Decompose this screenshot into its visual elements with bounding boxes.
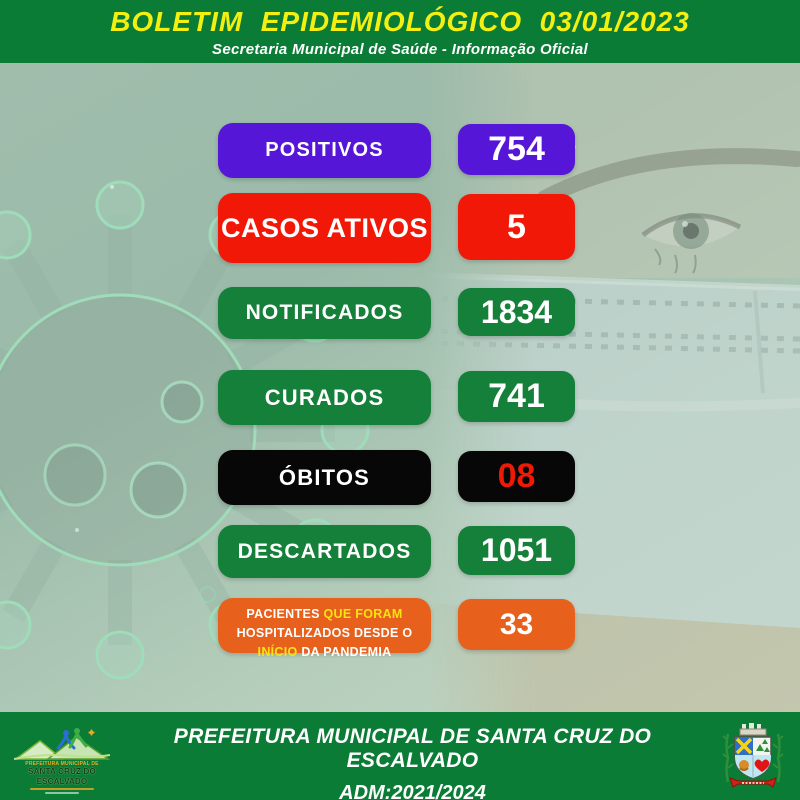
footer-bar: PREFEITURA MUNICIPAL DE SANTA CRUZ DO ES… xyxy=(0,712,800,800)
main-area: POSITIVOS 754 CASOS ATIVOS 5 NOTIFICADOS 1834… xyxy=(0,63,800,712)
stat-label-obitos: ÓBITOS xyxy=(218,450,431,505)
stat-label-text: DESCARTADOS xyxy=(237,539,412,563)
seal-motto-line xyxy=(30,788,94,791)
stat-value-hospitalizados: 33 xyxy=(458,599,575,650)
stat-value-positivos: 754 xyxy=(458,124,575,175)
stat-row-descartados: DESCARTADOS 1051 xyxy=(218,525,575,578)
stat-value-obitos: 08 xyxy=(458,451,575,502)
stat-value-notificados: 1834 xyxy=(458,288,575,336)
bulletin-subtitle: Secretaria Municipal de Saúde - Informaç… xyxy=(212,40,588,58)
stat-row-hospitalizados: PACIENTES QUE FORAM HOSPITALIZADOS DESDE… xyxy=(218,598,575,659)
stat-row-notificados: NOTIFICADOS 1834 xyxy=(218,287,575,339)
stat-row-positivos: POSITIVOS 754 xyxy=(218,123,575,178)
stat-label-text: CASOS ATIVOS xyxy=(220,212,429,243)
stat-value-descartados: 1051 xyxy=(458,526,575,575)
footer-text: PREFEITURA MUNICIPAL DE SANTA CRUZ DO ES… xyxy=(120,725,705,800)
stat-label-positivos: POSITIVOS xyxy=(218,123,431,178)
stat-label-text: INÍCIO xyxy=(257,644,298,659)
header-bar: BOLETIM EPIDEMIOLÓGICO 03/01/2023 Secret… xyxy=(0,0,800,63)
stat-label-curados: CURADOS xyxy=(218,370,431,425)
coat-of-arms-icon xyxy=(722,723,784,788)
footer-line2: ADM:2021/2024 xyxy=(339,782,486,800)
seal-top-line: PREFEITURA MUNICIPAL DE xyxy=(25,761,99,767)
speck xyxy=(75,528,79,532)
footer-line1: PREFEITURA MUNICIPAL DE SANTA CRUZ DO ES… xyxy=(173,725,652,772)
stat-label-descartados: DESCARTADOS xyxy=(218,525,431,578)
stat-label-text: PACIENTES xyxy=(246,607,324,621)
speck xyxy=(110,185,114,189)
stat-label-text: DA PANDEMIA xyxy=(297,644,392,659)
stat-label-text: ÓBITOS xyxy=(278,464,371,490)
stat-label-text: CURADOS xyxy=(264,384,385,410)
stat-row-curados: CURADOS 741 xyxy=(218,370,575,425)
seal-name: SANTA CRUZ DO ESCALVADO xyxy=(28,767,96,786)
stats-list: POSITIVOS 754 CASOS ATIVOS 5 NOTIFICADOS 1834… xyxy=(0,63,800,712)
stat-label-notificados: NOTIFICADOS xyxy=(218,287,431,339)
stat-label-text: POSITIVOS xyxy=(265,139,384,161)
city-logo-icon: PREFEITURA MUNICIPAL DE SANTA CRUZ DO ES… xyxy=(8,725,116,794)
stat-label-text: HOSPITALIZADOS DESDE O xyxy=(236,625,413,640)
stat-label-text: QUE FORAM xyxy=(323,607,403,621)
bulletin-title: BOLETIM EPIDEMIOLÓGICO 03/01/2023 xyxy=(110,5,690,37)
bubble-ring xyxy=(199,586,216,603)
seal-sub-line xyxy=(45,792,79,794)
stat-label-casos-ativos: CASOS ATIVOS xyxy=(218,193,431,263)
stat-label-text: NOTIFICADOS xyxy=(245,301,404,324)
stat-value-casos-ativos: 5 xyxy=(458,194,575,260)
stat-label-hospitalizados: PACIENTES QUE FORAM HOSPITALIZADOS DESDE… xyxy=(218,598,431,659)
stat-value-curados: 741 xyxy=(458,371,575,422)
stat-row-casos-ativos: CASOS ATIVOS 5 xyxy=(218,193,575,263)
stat-row-obitos: ÓBITOS 08 xyxy=(218,450,575,505)
